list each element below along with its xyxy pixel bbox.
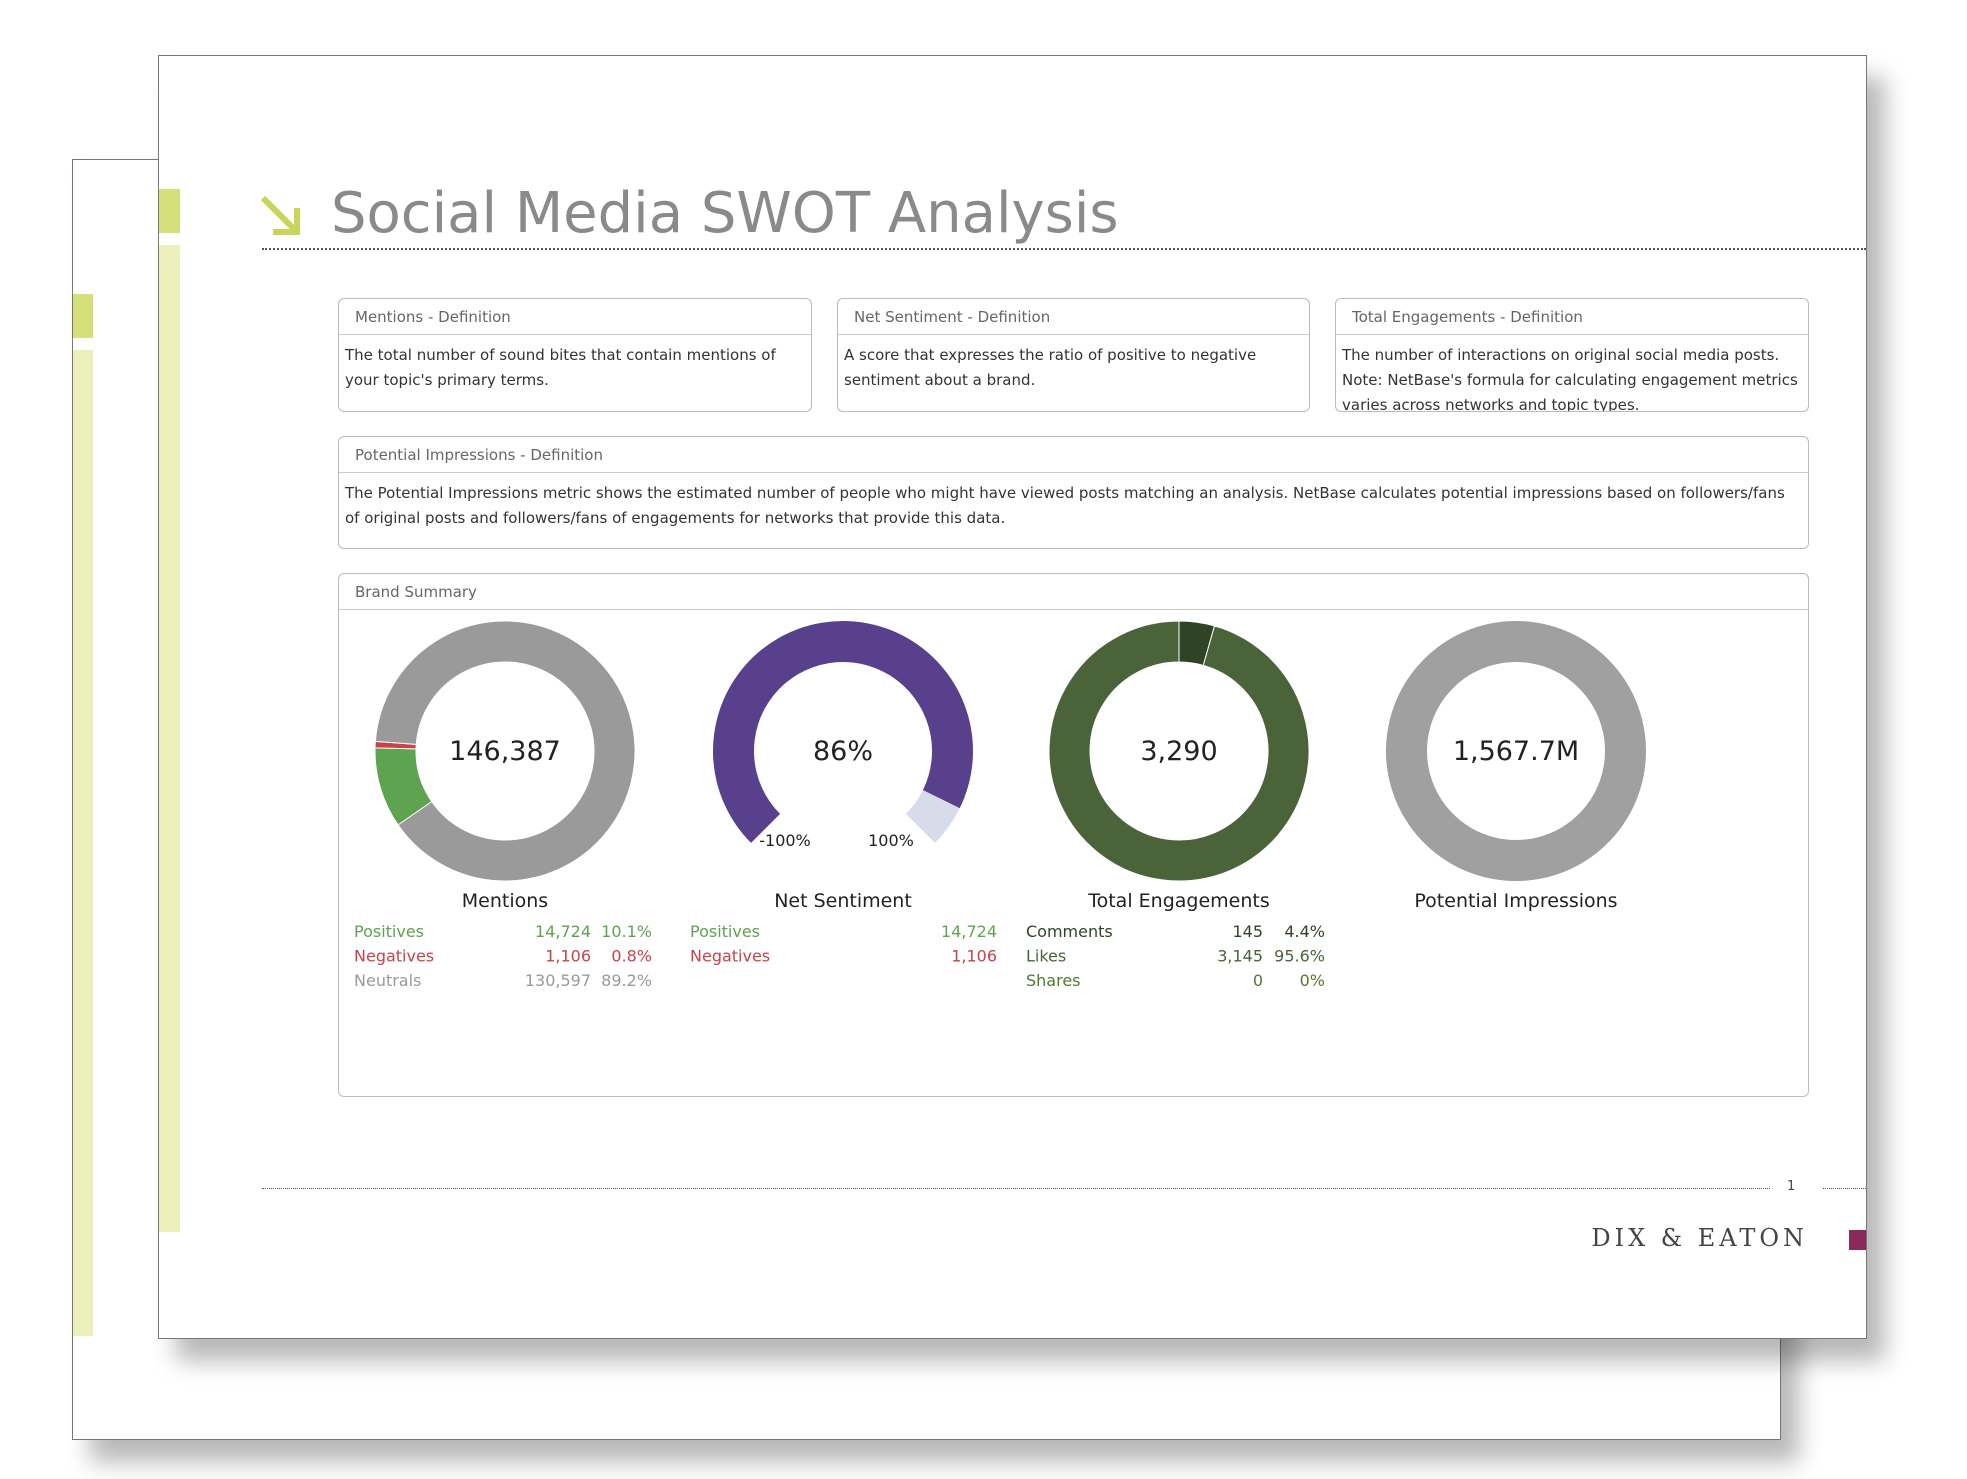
donut-segment: [374, 620, 636, 882]
row-value: 0: [1253, 971, 1263, 990]
box-heading: Net Sentiment - Definition: [838, 299, 1309, 335]
divider: [262, 248, 1866, 250]
row-percent: 4.4%: [1284, 922, 1325, 941]
row-value: 3,145: [1217, 947, 1263, 966]
chart-name: Net Sentiment: [774, 890, 912, 912]
definition-box: Mentions - Definition The total number of…: [338, 298, 812, 412]
chart-name: Total Engagements: [1087, 890, 1270, 912]
row-label: Positives: [354, 922, 424, 941]
row-value: 130,597: [525, 971, 591, 990]
row-value: 145: [1232, 922, 1263, 941]
center-value: 1,567.7M: [1453, 736, 1579, 767]
box-text: The total number of sound bites that con…: [345, 346, 776, 389]
definition-box: Potential Impressions - Definition The Po…: [338, 436, 1809, 549]
row-label: Likes: [1026, 947, 1066, 966]
panel-title: Brand Summary: [339, 574, 1808, 610]
gauge-max-label: 100%: [868, 831, 914, 850]
row-label: Shares: [1026, 971, 1081, 990]
row-label: Positives: [690, 922, 760, 941]
chart-name: Mentions: [462, 890, 548, 912]
logo: DIX & EATON: [1591, 1224, 1808, 1252]
row-percent: 89.2%: [601, 971, 652, 990]
accent-bar: [159, 189, 180, 233]
box-heading: Total Engagements - Definition: [1336, 299, 1808, 335]
accent-bar: [73, 294, 93, 338]
box-text: A score that expresses the ratio of posi…: [844, 346, 1257, 389]
row-label: Neutrals: [354, 971, 421, 990]
gauge-min-label: -100%: [759, 831, 811, 850]
footer-line: [262, 1188, 1770, 1189]
row-label: Negatives: [690, 947, 770, 966]
box-text: The number of interactions on original s…: [1342, 346, 1798, 412]
page-number: 1: [1787, 1179, 1796, 1194]
center-value: 3,290: [1140, 736, 1217, 767]
gauge-fill: [713, 620, 974, 843]
ring: [1385, 621, 1646, 882]
row-percent: 10.1%: [601, 922, 652, 941]
accent-bar: [159, 245, 180, 1232]
arrow-icon: [260, 195, 300, 235]
box-text: The Potential Impressions metric shows t…: [345, 484, 1785, 527]
box-heading: Potential Impressions - Definition: [339, 437, 1808, 473]
row-percent: 0.8%: [611, 947, 652, 966]
definition-box: Net Sentiment - Definition A score that e…: [837, 298, 1310, 412]
accent-bar: [73, 350, 93, 1336]
box-heading: Mentions - Definition: [339, 299, 811, 335]
row-percent: 0%: [1300, 971, 1325, 990]
center-value: 146,387: [449, 736, 561, 767]
row-label: Comments: [1026, 922, 1113, 941]
row-percent: 95.6%: [1274, 947, 1325, 966]
row-value: 1,106: [545, 947, 591, 966]
chart-name: Potential Impressions: [1414, 890, 1617, 912]
row-label: Negatives: [354, 947, 434, 966]
row-value: 14,724: [535, 922, 591, 941]
row-value: 1,106: [951, 947, 997, 966]
row-value: 14,724: [941, 922, 997, 941]
footer-line: [1823, 1188, 1866, 1189]
gauge-rest: [905, 790, 960, 843]
title: Social Media SWOT Analysis: [331, 181, 1119, 246]
donut-segment: [1048, 620, 1310, 882]
logo-mark: [1849, 1230, 1866, 1250]
center-value: 86%: [813, 736, 873, 767]
definition-box: Total Engagements - Definition The number…: [1335, 298, 1809, 412]
